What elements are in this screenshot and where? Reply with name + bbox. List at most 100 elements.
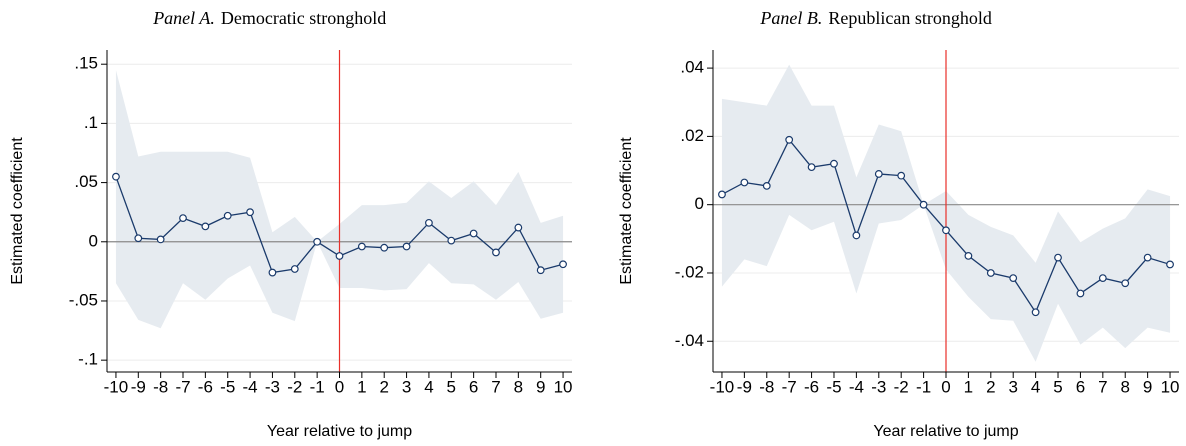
x-tick-label: -7 — [175, 377, 190, 396]
x-tick-label: -4 — [243, 377, 258, 396]
point — [762, 182, 771, 190]
confidence-band — [115, 70, 564, 329]
y-tick-label: -.04 — [675, 331, 704, 350]
chart-title: Panel B. Republican stronghold — [759, 8, 991, 28]
x-tick-label: 0 — [335, 377, 344, 396]
point — [807, 163, 816, 172]
x-axis-title: Year relative to jump — [873, 423, 1018, 440]
x-tick-label: 10 — [1161, 377, 1180, 396]
x-tick-label: 9 — [1143, 377, 1152, 396]
point — [1121, 279, 1130, 288]
point — [919, 200, 928, 209]
x-tick-label: -1 — [310, 377, 325, 396]
x-tick-label: -6 — [804, 377, 819, 396]
point — [1031, 308, 1040, 317]
point — [559, 260, 567, 269]
x-tick-label: -2 — [287, 377, 302, 396]
x-tick-label: 1 — [964, 377, 973, 396]
x-tick-label: 5 — [1053, 377, 1062, 396]
x-tick-label: 10 — [554, 377, 573, 396]
panel-label: Panel A. — [152, 8, 215, 28]
y-tick-label: .1 — [84, 113, 98, 132]
point — [223, 211, 232, 220]
point — [852, 231, 861, 240]
x-tick-label: -10 — [710, 377, 735, 396]
title-text: Democratic stronghold — [221, 8, 386, 28]
point — [447, 236, 456, 245]
x-tick-label: -6 — [198, 377, 213, 396]
point — [964, 252, 973, 260]
point — [246, 208, 254, 217]
x-tick-label: 0 — [941, 377, 950, 396]
x-tick-label: 8 — [514, 377, 523, 396]
x-tick-label: 4 — [424, 377, 433, 396]
panel: Panel B. Republican stronghold -.04 -.02 0 .0… — [618, 8, 1179, 440]
point — [1143, 253, 1152, 262]
point — [740, 178, 749, 187]
x-tick-label: 3 — [402, 377, 411, 396]
x-tick-label: -7 — [782, 377, 797, 396]
point — [514, 223, 523, 232]
point — [1166, 260, 1174, 269]
x-tick-label: -2 — [894, 377, 909, 396]
x-axis-title: Year relative to jump — [267, 423, 412, 440]
point — [986, 269, 995, 277]
y-axis-title: Estimated coefficient — [9, 137, 26, 285]
x-tick-label: -9 — [737, 377, 752, 396]
point — [402, 242, 411, 251]
point — [942, 226, 950, 235]
x-tick-label: 7 — [1098, 377, 1107, 396]
x-tick-label: -9 — [131, 377, 146, 396]
x-tick-label: -1 — [916, 377, 931, 396]
point — [1098, 274, 1107, 282]
x-tick-label: 3 — [1008, 377, 1017, 396]
title-text: Republican stronghold — [828, 8, 991, 28]
point — [313, 237, 322, 246]
chart-title: Panel A. Democratic stronghold — [152, 8, 386, 28]
point — [897, 171, 906, 180]
x-tick-label: 4 — [1031, 377, 1040, 396]
point — [134, 234, 143, 243]
point — [156, 235, 165, 244]
point — [492, 248, 500, 257]
point — [1076, 289, 1085, 298]
point — [1054, 253, 1062, 262]
x-tick-label: 9 — [536, 377, 545, 396]
point — [357, 242, 366, 251]
panel-label: Panel B. — [759, 8, 822, 28]
point — [469, 229, 478, 238]
x-tick-label: -3 — [871, 377, 886, 396]
point — [380, 243, 389, 252]
x-tick-label: 5 — [447, 377, 456, 396]
point — [874, 170, 883, 178]
x-tick-label: 1 — [357, 377, 366, 396]
point — [425, 218, 433, 227]
y-axis-title: Estimated coefficient — [618, 137, 635, 285]
x-tick-label: -4 — [849, 377, 864, 396]
panel: Panel A. Democratic stronghold -.1 -.05 0 .05… — [9, 8, 572, 440]
point — [830, 159, 838, 168]
point — [1009, 274, 1018, 282]
point — [201, 222, 210, 231]
y-tick-label: .05 — [74, 172, 98, 191]
x-tick-label: -3 — [265, 377, 280, 396]
x-tick-label: 2 — [379, 377, 388, 396]
x-tick-label: 2 — [986, 377, 995, 396]
y-tick-label: .02 — [680, 126, 704, 145]
x-tick-label: 7 — [491, 377, 500, 396]
y-tick-label: -.05 — [69, 290, 98, 309]
point — [112, 172, 120, 181]
point — [268, 268, 277, 277]
point — [179, 214, 187, 223]
point — [785, 135, 794, 144]
x-tick-label: -8 — [153, 377, 168, 396]
point — [290, 265, 299, 273]
y-tick-label: -.1 — [78, 350, 98, 369]
point — [718, 190, 726, 199]
point — [536, 266, 545, 275]
y-tick-label: -.02 — [675, 262, 704, 281]
y-tick-label: 0 — [89, 231, 98, 250]
y-tick-label: .15 — [74, 54, 98, 73]
x-tick-label: -5 — [220, 377, 235, 396]
